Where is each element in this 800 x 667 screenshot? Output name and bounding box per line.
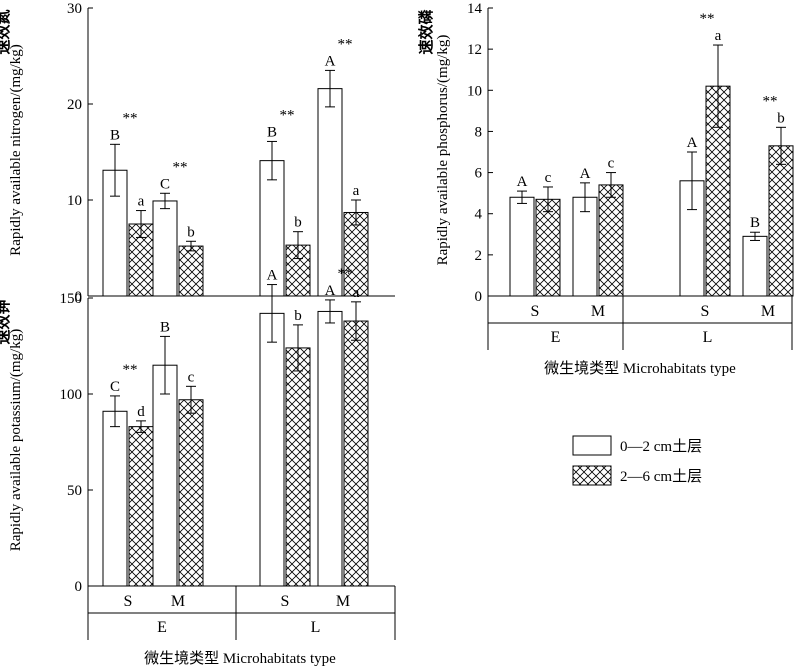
y-axis-title-cn: 速效氮	[0, 9, 12, 54]
y-tick-label: 0	[75, 579, 83, 595]
legend-label-2-6cm: 2—6 cm土层	[620, 468, 702, 485]
significance-letter: a	[138, 194, 145, 210]
y-tick-label: 0	[475, 289, 483, 305]
x-category-label: M	[591, 303, 605, 320]
y-tick-label: 100	[60, 387, 83, 403]
bar-nitrogen-top-2	[259, 160, 285, 297]
x-category-label: S	[701, 303, 710, 320]
x-category-label: S	[124, 593, 133, 610]
x-group-label: L	[311, 619, 321, 636]
significance-stars: **	[338, 36, 353, 52]
bar-phosphorus-sub-1	[598, 184, 624, 297]
significance-letter: b	[294, 308, 302, 324]
significance-letter: a	[353, 183, 360, 199]
significance-letter: A	[517, 174, 528, 190]
significance-letter: c	[608, 156, 615, 172]
y-tick-label: 14	[467, 1, 483, 17]
x-category-label: M	[336, 593, 350, 610]
significance-letter: B	[160, 319, 170, 335]
significance-letter: A	[325, 53, 336, 69]
x-axis-title-right: 微生境类型 Microhabitats type	[544, 359, 736, 377]
significance-letter: B	[110, 127, 120, 143]
significance-letter: B	[267, 124, 277, 140]
bar-potassium-top-2	[259, 312, 285, 587]
y-axis-title-cn: 速效钾	[0, 299, 12, 344]
significance-letter: C	[160, 176, 170, 192]
bar-nitrogen-top-3	[317, 88, 343, 297]
y-tick-label: 30	[67, 1, 82, 17]
significance-stars: **	[280, 107, 295, 123]
bar-potassium-sub-0	[128, 426, 154, 587]
legend-swatch-0-2cm	[572, 435, 612, 456]
significance-stars: **	[123, 110, 138, 126]
significance-letter: B	[750, 215, 760, 231]
x-category-label: S	[531, 303, 540, 320]
significance-letter: C	[110, 379, 120, 395]
bar-phosphorus-top-0	[509, 196, 535, 297]
bar-potassium-top-3	[317, 310, 343, 587]
y-axis-title: Rapidly available nitrogen/(mg/kg)	[8, 44, 24, 256]
legend: 0—2 cm土层 2—6 cm土层	[572, 435, 702, 486]
bar-potassium-sub-3	[343, 320, 369, 587]
x-group-label: L	[703, 329, 713, 346]
bar-potassium-top-0	[102, 410, 128, 587]
significance-letter: A	[687, 135, 698, 151]
panel-nitrogen: 0 10 20 30 Rapidly available nitrogen/(mg/kg…	[0, 1, 395, 305]
significance-stars: **	[763, 93, 778, 109]
bar-phosphorus-top-3	[742, 235, 768, 297]
significance-stars: **	[338, 266, 353, 282]
panel-potassium: 0 50 100 150 Rapidly available potassium/(mg…	[0, 266, 396, 640]
x-axis-title-bottom: 微生境类型 Microhabitats type	[144, 649, 336, 667]
x-category-label: S	[281, 593, 290, 610]
significance-letter: b	[294, 215, 302, 231]
bar-potassium-sub-2	[285, 347, 311, 587]
significance-stars: **	[123, 362, 138, 378]
bar-nitrogen-top-1	[152, 200, 178, 297]
significance-letter: b	[187, 224, 195, 240]
y-tick-label: 6	[475, 166, 483, 182]
significance-letter: A	[580, 166, 591, 182]
y-tick-label: 50	[67, 483, 82, 499]
y-axis-title: Rapidly available phosphorus/(mg/kg)	[435, 35, 451, 266]
y-tick-label: 10	[467, 83, 482, 99]
y-tick-label: 8	[475, 124, 483, 140]
significance-letter: a	[353, 285, 360, 301]
significance-letter: A	[325, 283, 336, 299]
bar-phosphorus-sub-0	[535, 198, 561, 297]
y-tick-label: 12	[467, 42, 482, 58]
significance-letter: d	[137, 404, 145, 420]
y-tick-label: 0	[75, 289, 83, 305]
y-tick-label: 150	[60, 291, 83, 307]
y-tick-label: 2	[475, 248, 483, 264]
bar-potassium-sub-1	[178, 399, 204, 587]
significance-letter: b	[777, 110, 785, 126]
bar-phosphorus-sub-3	[768, 145, 794, 297]
y-tick-label: 20	[67, 97, 82, 113]
bar-phosphorus-top-1	[572, 196, 598, 297]
y-tick-label: 10	[67, 193, 82, 209]
bar-nitrogen-sub-3	[343, 211, 369, 297]
y-tick-label: 4	[475, 207, 483, 223]
y-axis-title: Rapidly available potassium/(mg/kg)	[8, 329, 24, 551]
bar-potassium-top-1	[152, 364, 178, 587]
x-group-label: E	[551, 329, 561, 346]
legend-swatch-2-6cm	[572, 465, 612, 486]
panel-phosphorus: 0 2 4 6 8 10 12 14 Rapidly available phosphorus/…	[417, 1, 794, 350]
x-category-label: M	[761, 303, 775, 320]
significance-letter: A	[267, 268, 278, 284]
bar-nitrogen-sub-1	[178, 245, 204, 297]
significance-stars: **	[173, 159, 188, 175]
significance-letter: a	[715, 28, 722, 44]
y-axis-title-cn: 速效磷	[417, 9, 435, 55]
significance-stars: **	[700, 11, 715, 27]
legend-label-0-2cm: 0—2 cm土层	[620, 438, 702, 455]
x-group-label: E	[157, 619, 167, 636]
x-category-label: M	[171, 593, 185, 610]
significance-letter: c	[545, 170, 552, 186]
significance-letter: c	[188, 369, 195, 385]
